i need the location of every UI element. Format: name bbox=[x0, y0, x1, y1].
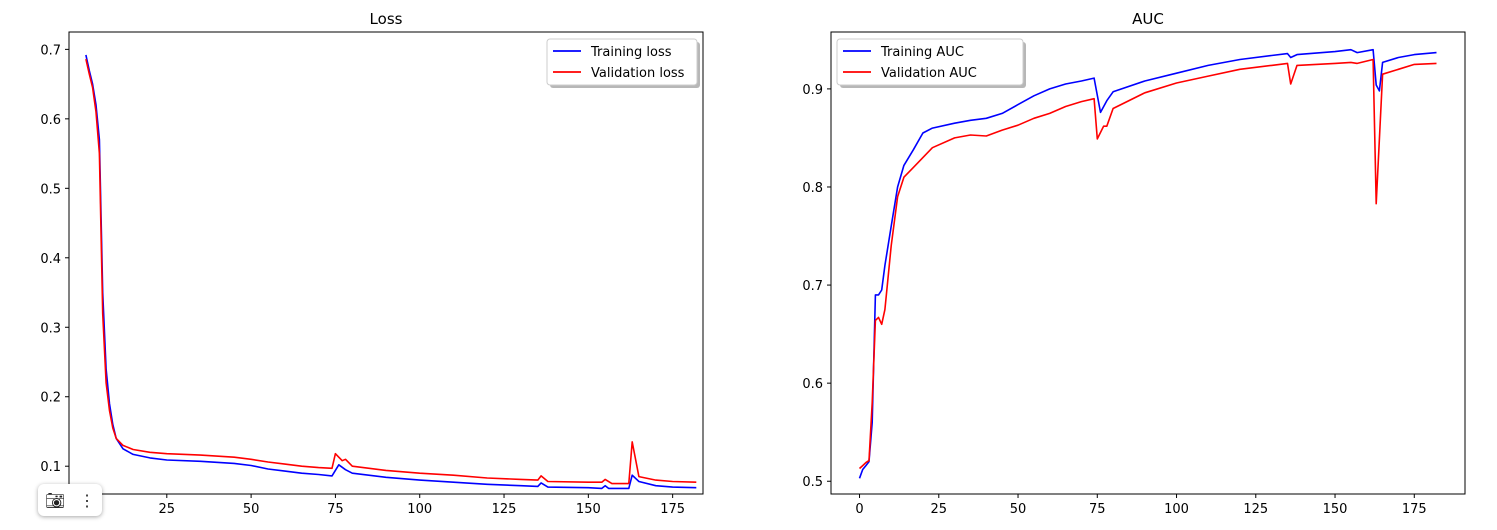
auc-chart: AUC 0 25 50 75 100 125 150 175 0.5 0.6 0.7 0.8 0.9 Tra… bbox=[802, 10, 1466, 517]
x-tick-label: 125 bbox=[492, 502, 517, 517]
series-line-1 bbox=[85, 58, 697, 485]
y-tick-label: 0.8 bbox=[802, 181, 823, 196]
x-tick-label: 175 bbox=[1402, 502, 1427, 517]
legend-label: Validation AUC bbox=[881, 66, 977, 81]
loss-chart: Loss02550751001251501750.10.20.30.40.50.… bbox=[40, 10, 704, 517]
y-tick-label: 0.6 bbox=[40, 113, 61, 128]
series-line-1 bbox=[858, 58, 1437, 470]
y-tick-label: 0.4 bbox=[40, 252, 61, 267]
y-tick-label: 0.1 bbox=[40, 460, 61, 475]
y-tick-label: 0.7 bbox=[802, 279, 823, 294]
camera-icon[interactable]: 📷︎ bbox=[44, 490, 66, 510]
x-tick-label: 50 bbox=[1010, 502, 1027, 517]
legend: Training AUC Validation AUC bbox=[836, 38, 1026, 88]
y-tick-label: 0.9 bbox=[802, 83, 823, 98]
legend-box bbox=[546, 38, 698, 86]
x-tick-label: 0 bbox=[855, 502, 863, 517]
x-tick-label: 75 bbox=[1089, 502, 1106, 517]
more-vertical-icon[interactable]: ⋮ bbox=[79, 490, 96, 510]
x-tick-label: 25 bbox=[931, 502, 948, 517]
y-tick-label: 0.7 bbox=[40, 43, 61, 58]
legend: Training loss Validation loss bbox=[546, 38, 700, 88]
legend-label: Validation loss bbox=[591, 66, 685, 81]
chart-title: AUC bbox=[1132, 10, 1164, 28]
x-tick-label: 175 bbox=[660, 502, 685, 517]
legend-label: Training AUC bbox=[880, 45, 964, 60]
x-tick-label: 25 bbox=[159, 502, 176, 517]
legend-box bbox=[836, 38, 1024, 86]
x-tick-label: 50 bbox=[243, 502, 260, 517]
x-tick-label: 100 bbox=[407, 502, 432, 517]
y-tick-label: 0.2 bbox=[40, 391, 61, 406]
y-tick-label: 0.5 bbox=[40, 182, 61, 197]
series-line-0 bbox=[858, 48, 1437, 479]
series-line-0 bbox=[85, 54, 697, 490]
plot-toolbar: 📷︎ ⋮ bbox=[38, 484, 102, 516]
x-tick-label: 150 bbox=[1323, 502, 1348, 517]
y-tick-label: 0.6 bbox=[802, 377, 823, 392]
axes-frame bbox=[68, 31, 704, 495]
chart-title: Loss bbox=[370, 10, 403, 28]
x-tick-label: 150 bbox=[576, 502, 601, 517]
x-tick-label: 100 bbox=[1164, 502, 1189, 517]
x-tick-label: 75 bbox=[327, 502, 344, 517]
legend-label: Training loss bbox=[590, 45, 672, 60]
y-tick-label: 0.5 bbox=[802, 475, 823, 490]
x-tick-label: 125 bbox=[1243, 502, 1268, 517]
axes-frame bbox=[830, 31, 1466, 495]
y-tick-label: 0.3 bbox=[40, 321, 61, 336]
